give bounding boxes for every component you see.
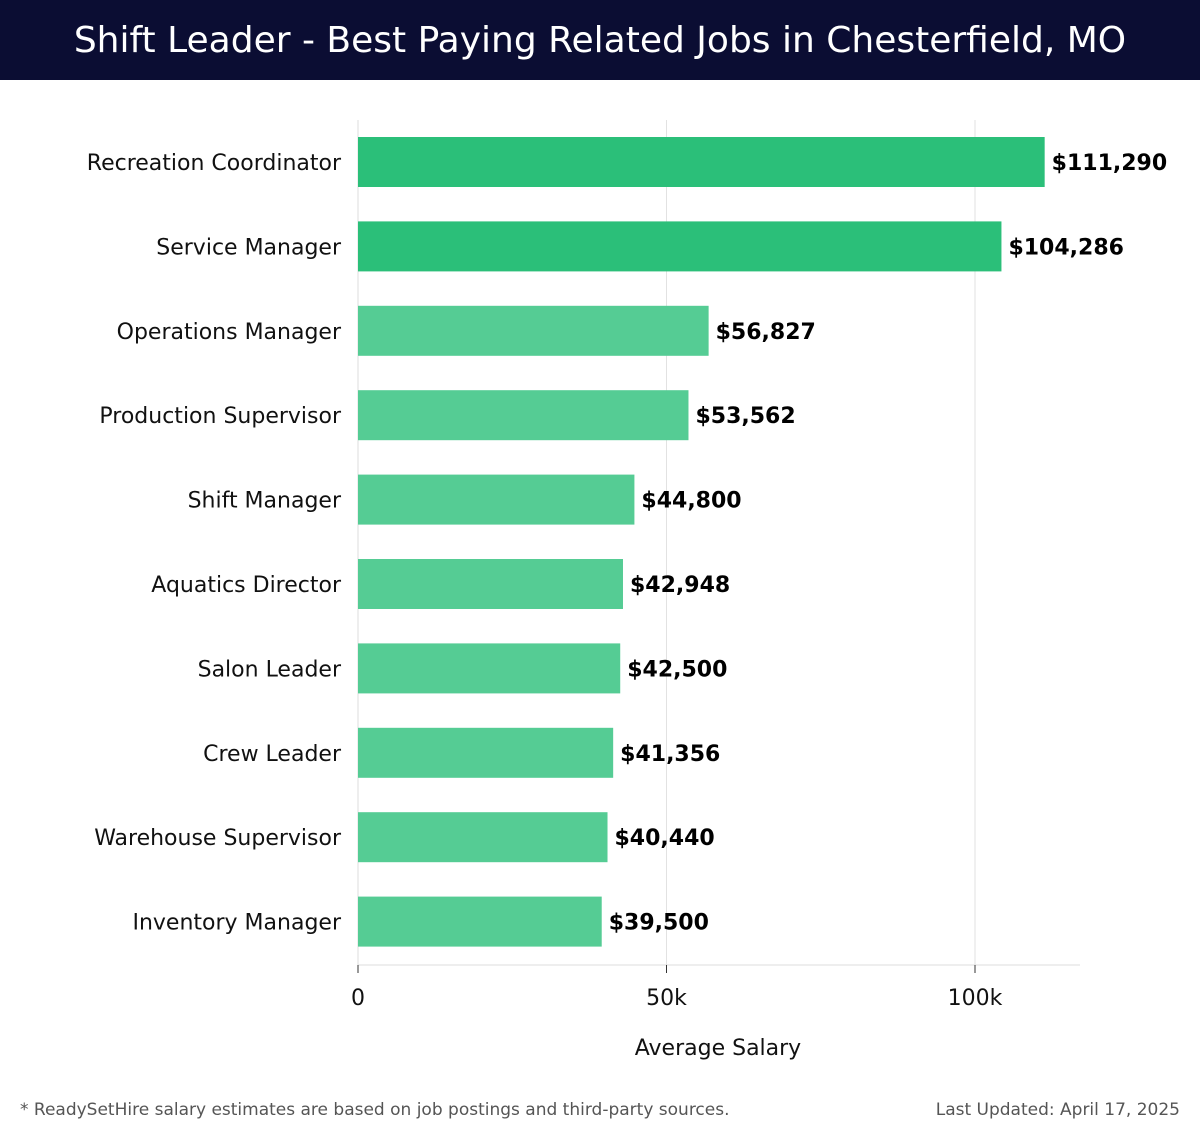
category-label: Recreation Coordinator — [87, 151, 342, 176]
bar — [358, 305, 709, 356]
x-axis-title: Average Salary — [635, 1036, 801, 1061]
x-tick-label: 0 — [351, 986, 365, 1011]
data-label: $42,500 — [627, 657, 727, 682]
bar — [358, 643, 621, 694]
category-label: Salon Leader — [198, 657, 342, 682]
category-label: Shift Manager — [188, 489, 342, 514]
category-label: Aquatics Director — [151, 573, 342, 598]
bar — [358, 896, 602, 947]
chart-title: Shift Leader - Best Paying Related Jobs … — [73, 19, 1127, 61]
bar — [358, 812, 608, 863]
data-label: $40,440 — [615, 826, 715, 851]
bar-chart: 0 50k 100k Average Salary Recreation Coordin… — [87, 120, 1168, 1061]
category-label: Warehouse Supervisor — [94, 826, 342, 851]
data-label: $41,356 — [620, 742, 720, 767]
bar — [358, 559, 623, 609]
bar — [358, 474, 635, 525]
data-label: $111,290 — [1052, 151, 1168, 176]
last-updated: Last Updated: April 17, 2025 — [935, 1100, 1180, 1120]
footer-note: * ReadySetHire salary estimates are base… — [20, 1100, 730, 1120]
category-label: Operations Manager — [117, 320, 342, 345]
x-tick-label: 100k — [948, 986, 1003, 1011]
chart-header: Shift Leader - Best Paying Related Jobs … — [0, 0, 1200, 80]
category-label: Production Supervisor — [99, 404, 342, 429]
category-label: Service Manager — [156, 235, 342, 260]
data-label: $44,800 — [641, 489, 741, 514]
data-label: $39,500 — [609, 911, 709, 936]
category-label: Crew Leader — [203, 742, 342, 767]
data-label: $56,827 — [716, 320, 816, 345]
bar — [358, 137, 1045, 187]
bar — [358, 727, 614, 778]
data-label: $42,948 — [630, 573, 730, 598]
x-tick-label: 50k — [646, 986, 687, 1011]
bar — [358, 221, 1002, 272]
category-label: Inventory Manager — [132, 911, 341, 936]
data-label: $104,286 — [1008, 235, 1124, 260]
bar — [358, 390, 689, 441]
data-label: $53,562 — [695, 404, 795, 429]
